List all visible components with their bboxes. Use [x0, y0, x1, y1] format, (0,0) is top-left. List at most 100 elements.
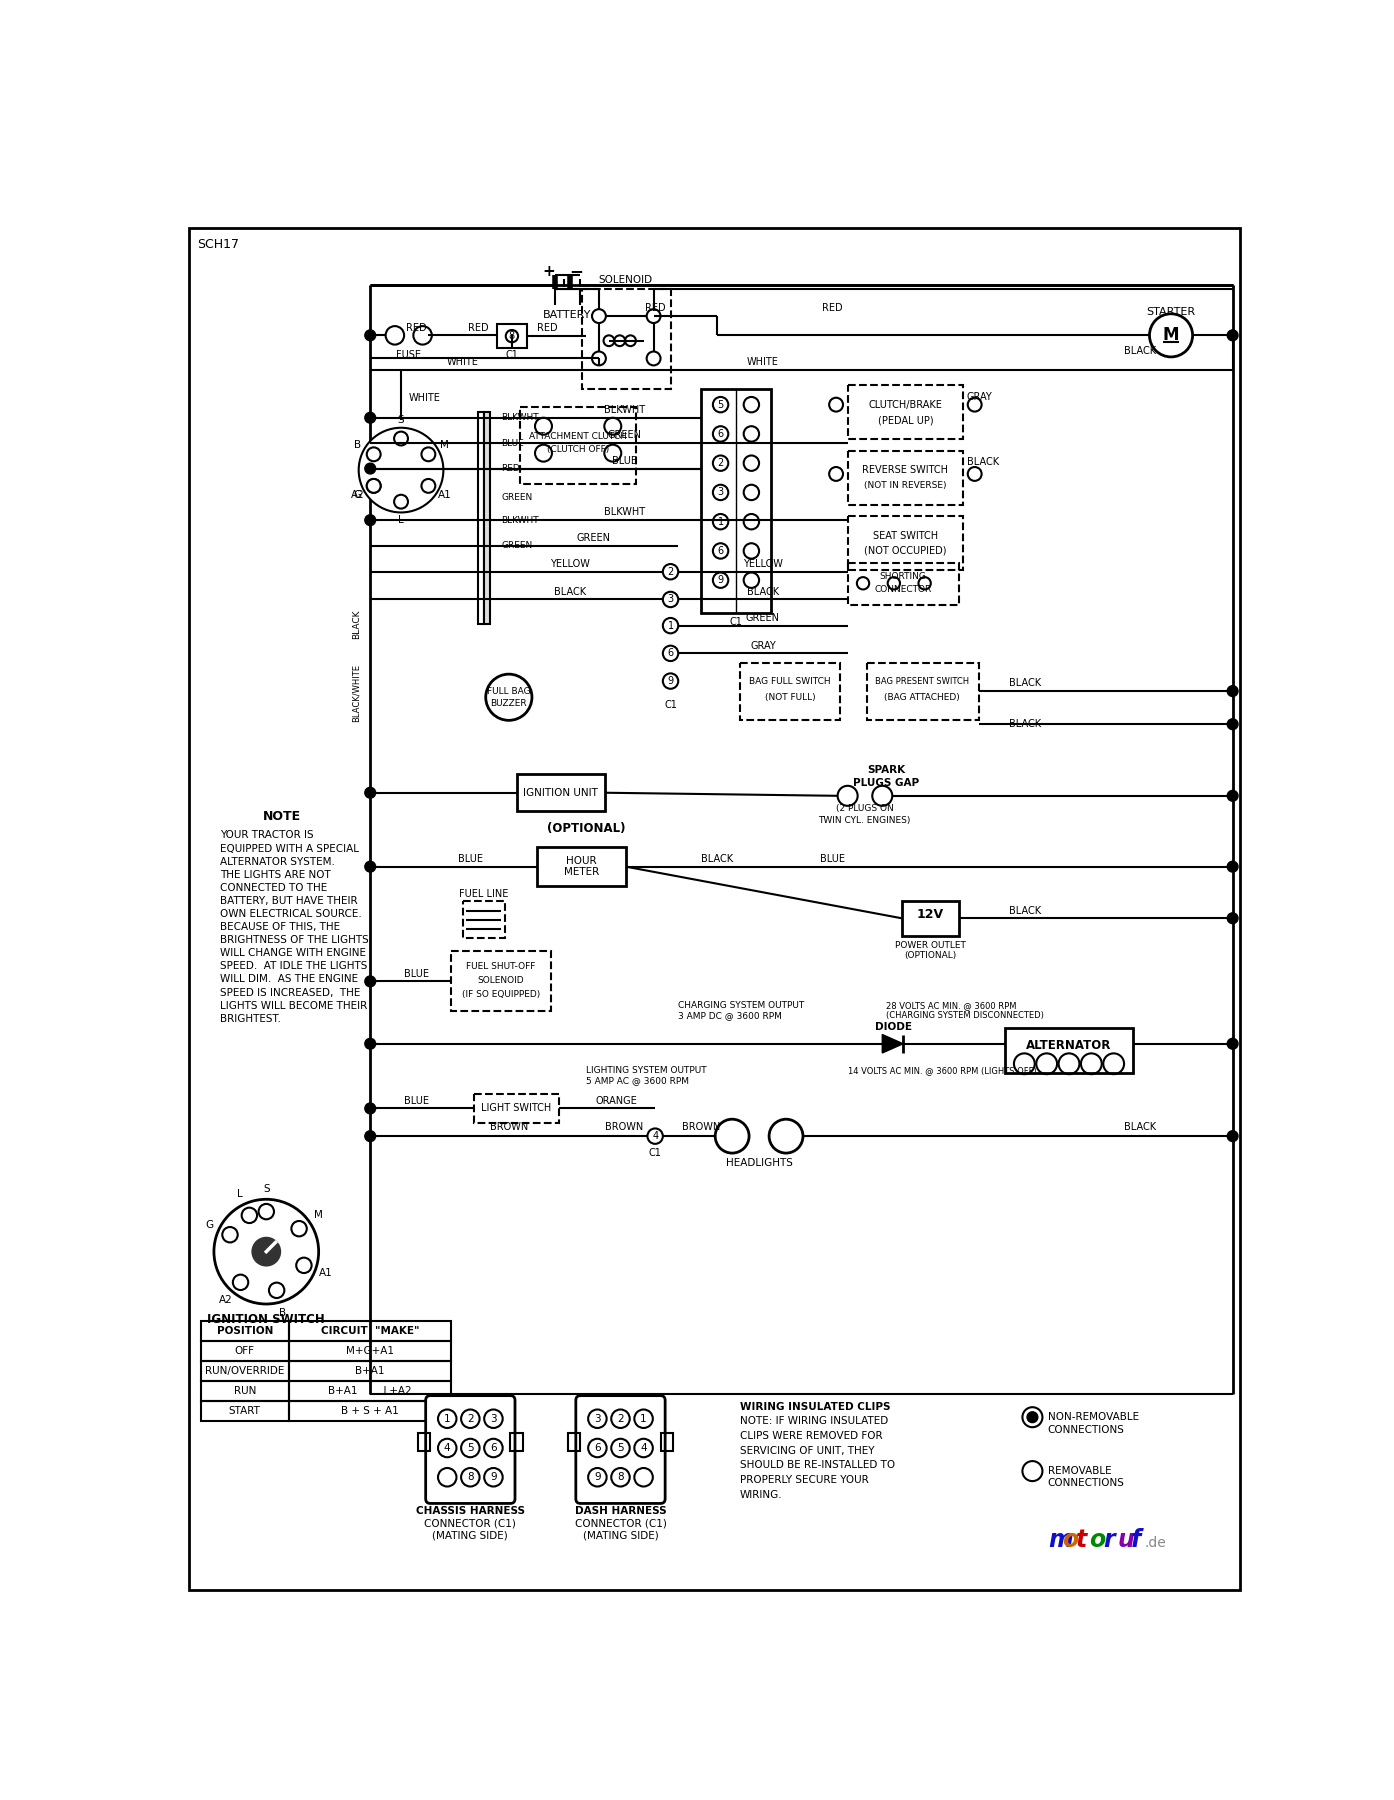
Text: HEADLIGHTS: HEADLIGHTS — [726, 1157, 793, 1168]
Text: A2: A2 — [219, 1294, 233, 1305]
Polygon shape — [882, 1035, 903, 1053]
Text: SHORTING: SHORTING — [880, 572, 927, 581]
Text: 2: 2 — [718, 459, 723, 468]
Text: BLACK: BLACK — [1009, 679, 1041, 688]
Circle shape — [1027, 1411, 1037, 1422]
Text: 2: 2 — [618, 1413, 623, 1424]
Circle shape — [1227, 718, 1238, 729]
Circle shape — [888, 578, 901, 589]
Text: L: L — [399, 515, 404, 526]
Text: +: + — [542, 265, 555, 279]
Circle shape — [611, 1438, 630, 1458]
Text: S: S — [263, 1184, 269, 1193]
Text: BLACK/WHITE: BLACK/WHITE — [351, 664, 361, 722]
Text: M: M — [1163, 326, 1179, 344]
Text: DIODE: DIODE — [875, 1022, 912, 1031]
Text: 2: 2 — [668, 567, 673, 576]
Text: 1: 1 — [718, 517, 723, 527]
Text: NOTE: NOTE — [262, 810, 301, 823]
Circle shape — [615, 335, 625, 346]
Circle shape — [634, 1438, 652, 1458]
Text: 28 VOLTS AC MIN. @ 3600 RPM: 28 VOLTS AC MIN. @ 3600 RPM — [887, 1001, 1016, 1010]
Text: WHITE: WHITE — [446, 356, 478, 367]
Text: YOUR TRACTOR IS: YOUR TRACTOR IS — [220, 830, 314, 841]
Text: BLACK: BLACK — [967, 457, 999, 468]
Text: OFF: OFF — [234, 1346, 255, 1355]
Circle shape — [421, 448, 435, 461]
Bar — [740, 662, 841, 720]
Text: 6: 6 — [718, 428, 723, 439]
Circle shape — [365, 1039, 375, 1049]
Text: LIGHTING SYSTEM OUTPUT: LIGHTING SYSTEM OUTPUT — [585, 1066, 707, 1075]
Bar — [290, 1361, 452, 1381]
Text: CONNECTOR (C1): CONNECTOR (C1) — [574, 1519, 666, 1528]
Circle shape — [1227, 1039, 1238, 1049]
Circle shape — [743, 544, 760, 558]
Text: GREEN: GREEN — [500, 493, 533, 502]
Text: DASH HARNESS: DASH HARNESS — [574, 1507, 666, 1516]
Bar — [201, 1341, 290, 1361]
Text: BROWN: BROWN — [489, 1121, 528, 1132]
Text: IGNITION UNIT: IGNITION UNIT — [523, 788, 598, 797]
Circle shape — [365, 515, 375, 526]
Text: 1: 1 — [443, 1413, 450, 1424]
Circle shape — [919, 578, 931, 589]
Circle shape — [662, 563, 679, 580]
Text: (OPTIONAL): (OPTIONAL) — [903, 950, 956, 959]
Text: M+G+A1: M+G+A1 — [346, 1346, 395, 1355]
Text: EQUIPPED WITH A SPECIAL: EQUIPPED WITH A SPECIAL — [220, 844, 360, 853]
Circle shape — [233, 1274, 248, 1291]
Circle shape — [829, 398, 843, 412]
Circle shape — [1228, 331, 1238, 340]
Text: OWN ELECTRICAL SOURCE.: OWN ELECTRICAL SOURCE. — [220, 909, 362, 920]
Bar — [290, 1341, 452, 1361]
Circle shape — [535, 418, 552, 434]
Text: BLUE: BLUE — [500, 439, 524, 448]
Circle shape — [461, 1438, 480, 1458]
Text: BLUE: BLUE — [404, 968, 429, 979]
Bar — [1005, 1028, 1132, 1073]
Text: 3: 3 — [594, 1413, 601, 1424]
Text: 14 VOLTS AC MIN. @ 3600 RPM (LIGHTS OFF): 14 VOLTS AC MIN. @ 3600 RPM (LIGHTS OFF) — [848, 1066, 1036, 1075]
Text: 4: 4 — [652, 1130, 658, 1141]
Text: YELLOW: YELLOW — [551, 560, 591, 569]
Text: RED: RED — [822, 304, 842, 313]
Circle shape — [634, 1409, 652, 1427]
Circle shape — [743, 484, 760, 500]
Circle shape — [296, 1258, 312, 1273]
Text: 6: 6 — [491, 1444, 496, 1453]
Text: TWIN CYL. ENGINES): TWIN CYL. ENGINES) — [818, 815, 910, 824]
Text: PLUGS GAP: PLUGS GAP — [853, 778, 919, 788]
Bar — [484, 412, 491, 625]
Text: CONNECTED TO THE: CONNECTED TO THE — [220, 882, 328, 893]
Circle shape — [712, 398, 728, 412]
Circle shape — [1227, 790, 1238, 801]
Text: B: B — [354, 439, 361, 450]
Text: BECAUSE OF THIS, THE: BECAUSE OF THIS, THE — [220, 922, 340, 932]
Circle shape — [662, 673, 679, 689]
FancyBboxPatch shape — [425, 1395, 514, 1503]
Text: (MATING SIDE): (MATING SIDE) — [583, 1530, 658, 1541]
Text: CLUTCH/BRAKE: CLUTCH/BRAKE — [868, 400, 942, 410]
Text: BLACK: BLACK — [1009, 720, 1041, 729]
Circle shape — [484, 1438, 503, 1458]
Text: BLKWHT: BLKWHT — [500, 414, 538, 423]
Circle shape — [438, 1469, 456, 1487]
Circle shape — [712, 427, 728, 441]
Text: ALTERNATOR SYSTEM.: ALTERNATOR SYSTEM. — [220, 857, 335, 866]
Circle shape — [1227, 913, 1238, 923]
Bar — [201, 1400, 290, 1420]
Text: 1: 1 — [640, 1413, 647, 1424]
Text: FUEL SHUT-OFF: FUEL SHUT-OFF — [467, 963, 535, 972]
Text: CONNECTOR (C1): CONNECTOR (C1) — [424, 1519, 516, 1528]
Text: 3: 3 — [491, 1413, 496, 1424]
Circle shape — [386, 326, 404, 344]
Bar — [867, 662, 979, 720]
Text: BLACK: BLACK — [1009, 905, 1041, 916]
Text: 6: 6 — [594, 1444, 601, 1453]
Circle shape — [647, 351, 661, 365]
Circle shape — [829, 466, 843, 481]
Text: THE LIGHTS ARE NOT: THE LIGHTS ARE NOT — [220, 869, 330, 880]
Bar — [581, 290, 671, 389]
Text: WHITE: WHITE — [408, 394, 441, 403]
